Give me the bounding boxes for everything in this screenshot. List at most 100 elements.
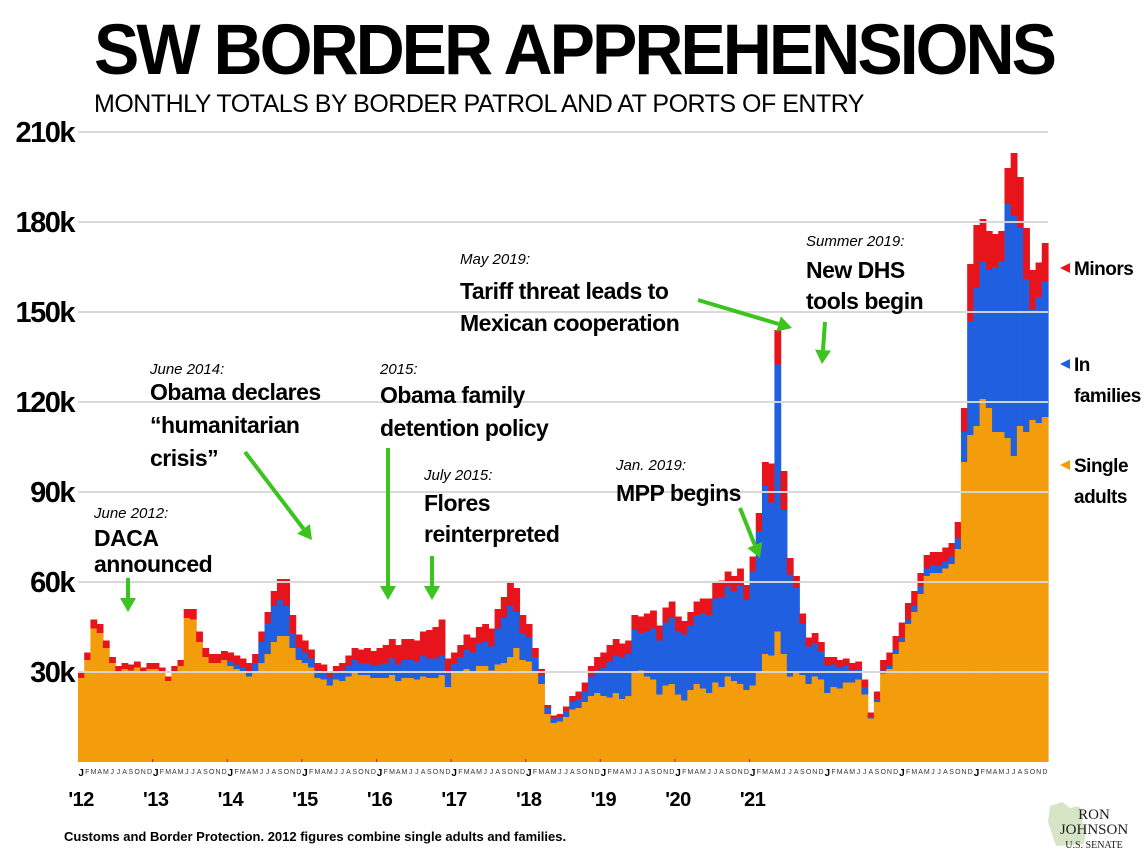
month-tick-label: J [714, 769, 718, 776]
bar-single-adults [339, 681, 346, 762]
bar-minors [419, 631, 427, 656]
bar-families [886, 666, 894, 669]
chart-subtitle: MONTHLY TOTALS BY BORDER PATROL AND AT P… [94, 90, 864, 118]
month-tick-label: J [564, 769, 568, 776]
month-tick-label: A [769, 769, 774, 776]
bar-single-adults [873, 702, 881, 762]
bar-families [718, 597, 726, 687]
bar-families [1016, 228, 1024, 426]
bar-single-adults [625, 696, 632, 762]
bar-minors [687, 612, 695, 626]
year-label: '13 [143, 789, 169, 811]
bar-single-adults [979, 399, 987, 762]
bar-minors [401, 639, 409, 660]
bar-minors [252, 654, 259, 663]
bar-single-adults [444, 687, 452, 762]
bar-single-adults [96, 633, 104, 762]
month-tick-label: A [794, 769, 799, 776]
month-tick-label: D [520, 769, 525, 776]
bar-families [258, 642, 266, 663]
bar-single-adults [824, 693, 831, 762]
bar-single-adults [214, 663, 222, 762]
bar-single-adults [973, 426, 981, 762]
bar-minors [668, 601, 676, 618]
bar-families [998, 261, 1006, 432]
bar-single-adults [681, 700, 688, 762]
month-tick-label: A [844, 769, 849, 776]
bar-minors [600, 652, 608, 668]
bar-families [873, 699, 881, 702]
bar-single-adults [177, 666, 185, 762]
bar-minors [127, 664, 135, 671]
bar-families [594, 670, 601, 693]
annotation-date: Jan. 2019: [615, 457, 686, 474]
bar-single-adults [637, 670, 645, 762]
month-tick-label: A [421, 769, 426, 776]
bar-single-adults [451, 672, 458, 762]
bar-minors [1016, 177, 1024, 228]
bar-single-adults [189, 619, 197, 762]
bar-minors [643, 613, 651, 632]
bar-minors [811, 633, 819, 644]
month-tick-label: A [868, 769, 873, 776]
bar-single-adults [196, 642, 203, 762]
bar-single-adults [525, 661, 533, 762]
month-tick-label: O [284, 769, 290, 776]
bar-minors [674, 616, 682, 632]
bar-minors [189, 609, 197, 620]
month-tick-label: N [365, 769, 370, 776]
bar-minors [706, 598, 713, 615]
bar-families [227, 661, 235, 666]
annotation-date: Summer 2019: [806, 233, 904, 250]
month-tick-label: J [78, 768, 84, 779]
bar-minors [121, 663, 129, 669]
bar-minors [923, 555, 931, 569]
bar-single-adults [326, 685, 334, 762]
logo-senate: U.S. SENATE [1065, 840, 1123, 851]
month-tick-label: D [968, 769, 973, 776]
bar-minors [326, 672, 334, 678]
bar-families [1041, 282, 1049, 417]
month-tick-label: J [782, 769, 786, 776]
month-tick-label: M [178, 769, 184, 776]
bar-minors [507, 582, 514, 606]
month-tick-label: A [993, 769, 998, 776]
bar-single-adults [768, 655, 776, 762]
month-tick-label: A [247, 769, 252, 776]
month-tick-label: J [191, 769, 195, 776]
month-tick-label: D [371, 769, 376, 776]
bar-minors [494, 609, 502, 629]
bar-minors [575, 691, 583, 699]
month-tick-label: F [458, 769, 462, 776]
bar-single-adults [836, 688, 844, 762]
y-tick-label: 120k [15, 387, 76, 419]
y-tick-label: 210k [15, 117, 76, 149]
month-tick-label: N [514, 769, 519, 776]
bar-families [755, 531, 763, 672]
y-tick-label: 30k [30, 657, 76, 689]
bar-single-adults [538, 684, 545, 762]
month-tick-label: M [240, 769, 246, 776]
month-tick-label: M [402, 769, 408, 776]
bar-minors [954, 522, 962, 539]
bar-families [1004, 204, 1012, 438]
bar-families [681, 634, 688, 701]
bar-single-adults [463, 669, 471, 762]
month-tick-label: M [538, 769, 544, 776]
month-tick-label: M [688, 769, 694, 776]
bar-single-adults [513, 648, 521, 762]
annotation-date: May 2019: [460, 251, 530, 268]
bar-minors [998, 231, 1006, 261]
year-label: '15 [292, 789, 318, 811]
bar-single-adults [171, 672, 179, 762]
bar-single-adults [332, 679, 340, 762]
bar-families [482, 642, 489, 666]
month-tick-label: N [738, 769, 743, 776]
month-tick-label: M [837, 769, 843, 776]
bar-minors [351, 648, 359, 660]
bar-single-adults [432, 678, 440, 762]
bar-single-adults [668, 684, 676, 762]
bar-families [967, 321, 974, 435]
bar-single-adults [606, 697, 614, 762]
bar-families [563, 711, 570, 717]
